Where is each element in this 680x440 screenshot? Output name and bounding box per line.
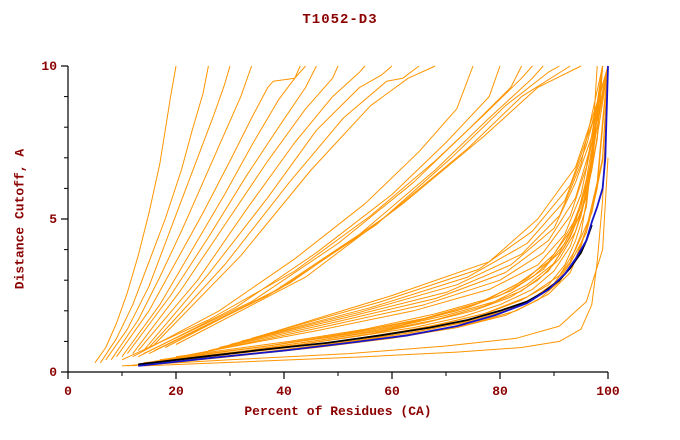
- model-curve: [132, 65, 604, 367]
- model-curve: [116, 65, 306, 357]
- model-curve: [240, 65, 609, 342]
- y-tick-label: 10: [41, 59, 57, 74]
- model-curve: [175, 65, 582, 345]
- model-curve: [132, 65, 339, 354]
- model-curve: [143, 65, 604, 364]
- model-curve: [175, 65, 609, 358]
- x-tick-label: 40: [276, 384, 292, 399]
- model-curve: [143, 65, 523, 355]
- model-curve: [121, 157, 609, 367]
- x-tick-label: 100: [596, 384, 620, 399]
- x-tick-label: 60: [384, 384, 400, 399]
- model-curve: [208, 65, 609, 352]
- reference-curve-black: [138, 224, 593, 366]
- model-curve: [94, 65, 177, 364]
- reference-curve-blue: [138, 65, 609, 367]
- model-curve: [159, 65, 604, 361]
- model-curve: [137, 65, 366, 351]
- model-curve: [121, 65, 301, 357]
- model-curve: [229, 65, 604, 345]
- model-curve: [148, 65, 544, 355]
- x-tick-label: 80: [492, 384, 508, 399]
- model-curve: [154, 65, 436, 345]
- model-curve: [105, 65, 231, 361]
- model-curve: [251, 65, 609, 339]
- model-curve: [121, 65, 533, 361]
- model-curve: [143, 65, 393, 351]
- x-tick-label: 20: [168, 384, 184, 399]
- model-curve: [164, 65, 571, 348]
- model-curve: [154, 65, 604, 362]
- model-curve: [126, 65, 317, 354]
- model-curve: [137, 65, 501, 358]
- model-curve: [110, 65, 253, 361]
- model-curve: [197, 65, 604, 355]
- y-tick-label: 0: [49, 365, 57, 380]
- model-curve: [262, 65, 609, 336]
- model-curve: [143, 65, 609, 367]
- model-curve: [148, 65, 420, 348]
- x-tick-label: 0: [64, 384, 72, 399]
- model-curve: [186, 65, 604, 356]
- model-curve: [219, 65, 609, 348]
- chart-title: T1052-D3: [302, 12, 378, 28]
- model-curve: [132, 65, 474, 358]
- model-curve: [99, 65, 209, 364]
- y-tick-label: 5: [49, 212, 57, 227]
- x-axis-title: Percent of Residues (CA): [244, 404, 432, 419]
